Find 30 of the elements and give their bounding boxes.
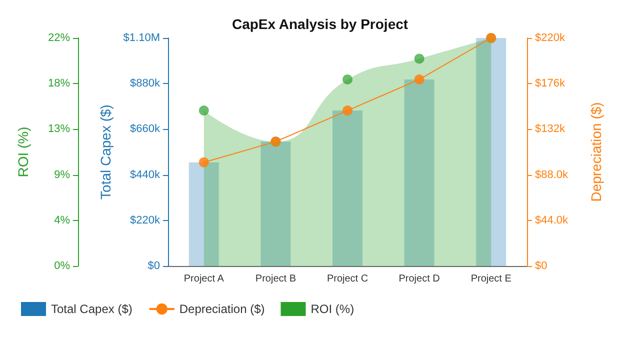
chart-title: CapEx Analysis by Project: [232, 16, 408, 32]
x-tick-label: Project E: [470, 274, 512, 284]
y-tick-label: $880k: [130, 78, 160, 90]
y-tick-label: $440k: [130, 168, 160, 181]
y2-tick-label: $132k: [535, 123, 566, 136]
y2-tick-label: $44.0k: [535, 214, 569, 226]
legend-label: Depreciation ($): [179, 302, 265, 316]
legend-label: Total Capex ($): [51, 302, 132, 316]
y2-tick-label: $176k: [535, 78, 566, 90]
y3-tick-label: 22%: [48, 32, 70, 44]
y-tick-label: $0: [148, 260, 160, 272]
y3-tick-label: 9%: [54, 168, 70, 181]
y2-tick-label: $88.0k: [535, 168, 569, 181]
x-tick-label: Project C: [326, 274, 368, 284]
y2-tick-label: $220k: [535, 32, 566, 44]
legend-label: ROI (%): [310, 302, 354, 316]
x-tick-label: Project D: [398, 274, 440, 284]
y3-tick-label: 13%: [48, 123, 70, 136]
y3-axis-title: ROI (%): [15, 126, 31, 178]
x-tick-label: Project B: [255, 274, 296, 284]
y3-tick-label: 18%: [48, 78, 70, 90]
y2-tick-label: $0: [535, 260, 548, 272]
y-tick-label: $1.10M: [123, 32, 160, 44]
y2-axis-title: Depreciation ($): [588, 102, 604, 202]
y-axis-title: Total Capex ($): [97, 104, 114, 200]
y-tick-label: $220k: [130, 214, 160, 226]
y3-tick-label: 4%: [54, 214, 70, 226]
y-tick-label: $660k: [130, 123, 160, 136]
x-tick-label: Project A: [184, 274, 224, 284]
y3-tick-label: 0%: [54, 260, 70, 272]
